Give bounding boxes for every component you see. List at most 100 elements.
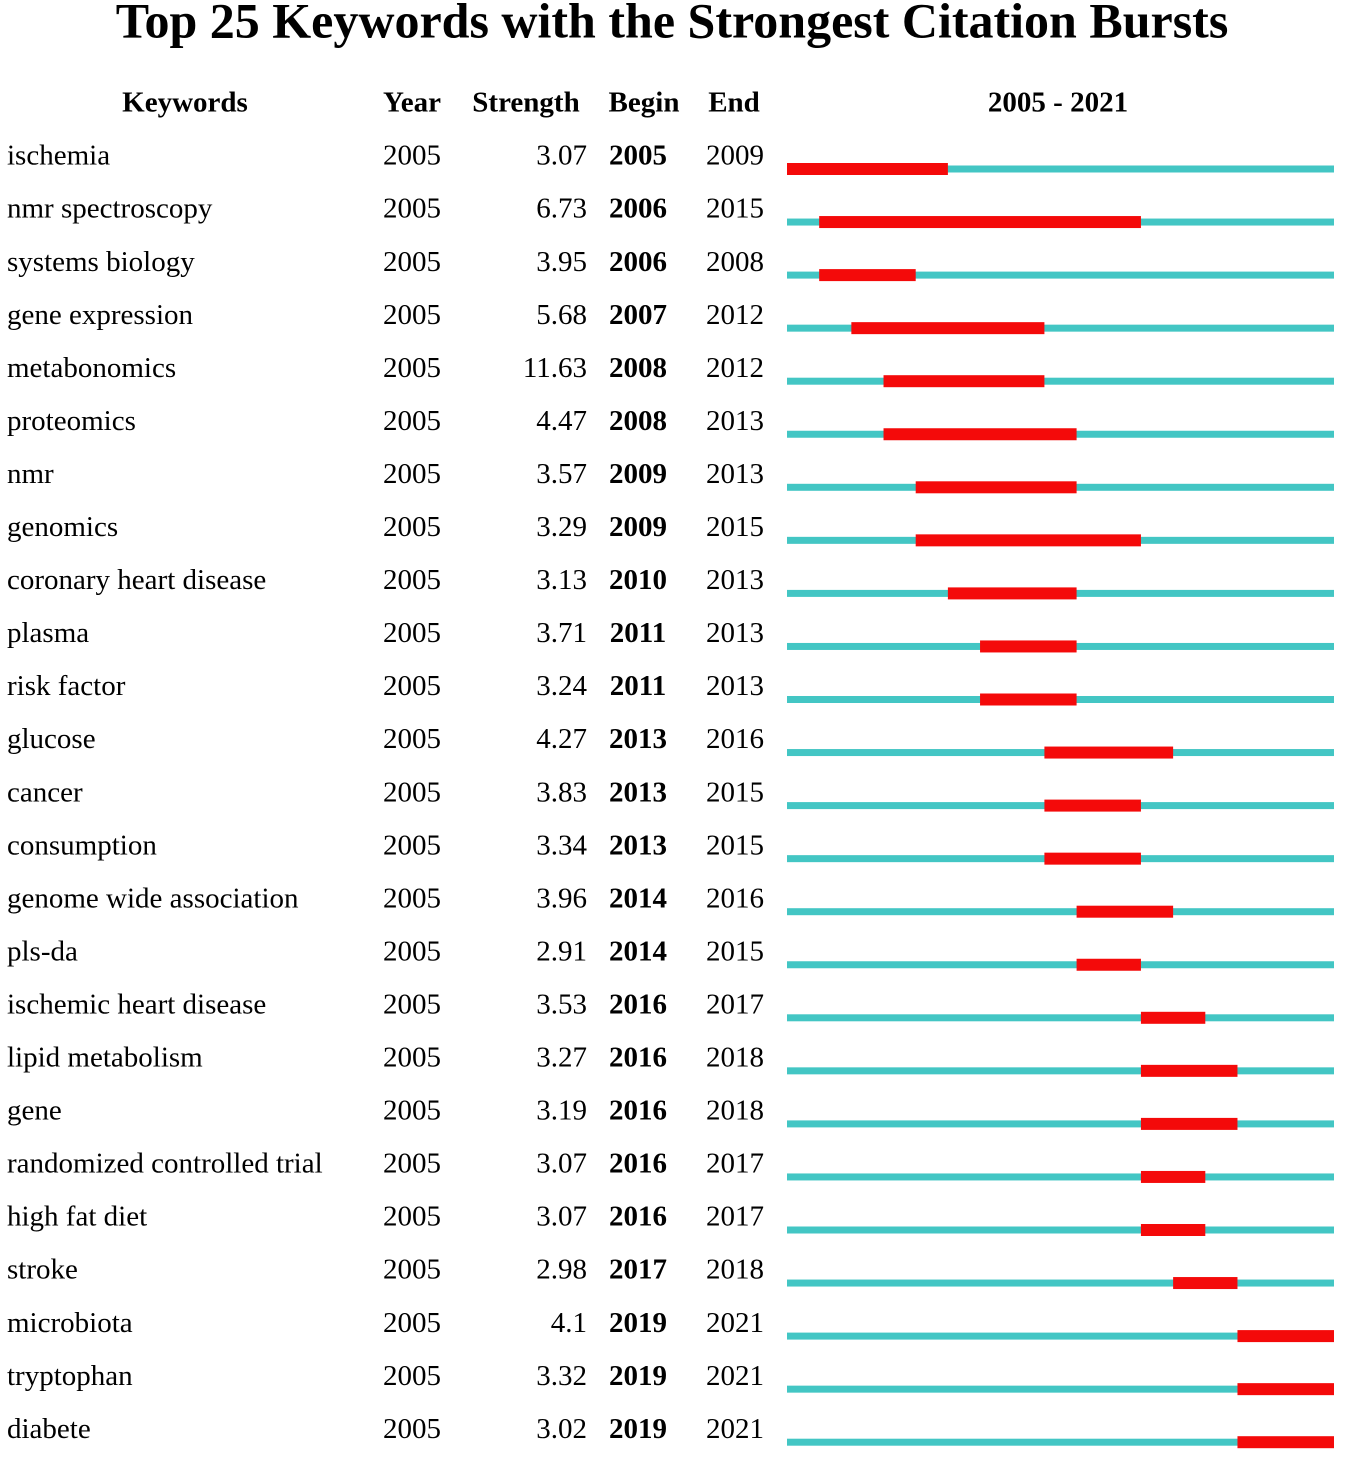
year: 2005 xyxy=(383,882,441,914)
keyword: gene expression xyxy=(7,299,194,331)
strength: 6.73 xyxy=(536,193,587,225)
year: 2005 xyxy=(383,935,441,967)
strength: 2.98 xyxy=(536,1254,587,1286)
end: 2013 xyxy=(706,564,764,596)
end: 2013 xyxy=(706,458,764,490)
begin: 2014 xyxy=(609,935,667,967)
begin: 2013 xyxy=(609,776,667,808)
header-year: Year xyxy=(383,87,441,119)
strength: 3.32 xyxy=(536,1360,587,1392)
begin: 2011 xyxy=(610,617,666,649)
strength: 3.57 xyxy=(536,458,587,490)
strength: 3.24 xyxy=(536,670,587,702)
end: 2016 xyxy=(706,723,764,755)
burst-bar xyxy=(947,587,1077,600)
begin: 2013 xyxy=(609,829,667,861)
keyword: tryptophan xyxy=(7,1360,133,1392)
year: 2005 xyxy=(383,405,441,437)
keyword: plasma xyxy=(7,617,89,649)
timeline xyxy=(787,1226,1334,1234)
year: 2005 xyxy=(383,1360,441,1392)
begin: 2016 xyxy=(609,1148,667,1180)
keyword: consumption xyxy=(7,829,157,861)
strength: 3.53 xyxy=(536,988,587,1020)
begin: 2006 xyxy=(609,193,667,225)
timeline xyxy=(787,1120,1334,1128)
begin: 2016 xyxy=(609,1042,667,1074)
keyword: cancer xyxy=(7,776,83,808)
timeline xyxy=(787,1067,1334,1075)
begin: 2007 xyxy=(609,299,667,331)
year: 2005 xyxy=(383,1148,441,1180)
strength: 3.34 xyxy=(536,829,587,861)
timeline xyxy=(787,908,1334,916)
burst-bar xyxy=(883,428,1077,441)
timeline xyxy=(787,1014,1334,1022)
header-keywords: Keywords xyxy=(122,87,248,119)
burst-bar xyxy=(1140,1170,1206,1183)
year: 2005 xyxy=(383,1042,441,1074)
strength: 3.13 xyxy=(536,564,587,596)
end: 2015 xyxy=(706,511,764,543)
year: 2005 xyxy=(383,246,441,278)
title: Top 25 Keywords with the Strongest Citat… xyxy=(116,0,1229,48)
strength: 4.1 xyxy=(551,1307,587,1339)
timeline xyxy=(787,324,1334,332)
header-range: 2005 - 2021 xyxy=(988,87,1128,119)
begin: 2011 xyxy=(610,670,666,702)
burst-bar xyxy=(915,481,1077,494)
keyword: ischemic heart disease xyxy=(7,988,266,1020)
begin: 2019 xyxy=(609,1413,667,1445)
begin: 2014 xyxy=(609,882,667,914)
end: 2013 xyxy=(706,670,764,702)
burst-bar xyxy=(1044,799,1141,812)
keyword: diabete xyxy=(7,1413,91,1445)
year: 2005 xyxy=(383,1254,441,1286)
keyword: gene xyxy=(7,1095,62,1127)
strength: 3.07 xyxy=(536,140,587,172)
end: 2021 xyxy=(706,1360,764,1392)
burst-bar xyxy=(1076,905,1174,918)
begin: 2009 xyxy=(609,511,667,543)
end: 2017 xyxy=(706,988,764,1020)
begin: 2016 xyxy=(609,988,667,1020)
timeline xyxy=(787,1332,1334,1340)
keyword: microbiota xyxy=(7,1307,133,1339)
end: 2018 xyxy=(706,1095,764,1127)
begin: 2005 xyxy=(609,140,667,172)
burst-bar xyxy=(980,640,1077,653)
begin: 2008 xyxy=(609,405,667,437)
begin: 2013 xyxy=(609,723,667,755)
end: 2013 xyxy=(706,617,764,649)
keyword: coronary heart disease xyxy=(7,564,266,596)
burst-bar xyxy=(1237,1330,1334,1343)
end: 2018 xyxy=(706,1254,764,1286)
keyword: risk factor xyxy=(7,670,126,702)
end: 2015 xyxy=(706,829,764,861)
year: 2005 xyxy=(383,458,441,490)
strength: 3.96 xyxy=(536,882,587,914)
year: 2005 xyxy=(383,776,441,808)
strength: 3.71 xyxy=(536,617,587,649)
strength: 3.07 xyxy=(536,1201,587,1233)
keyword: stroke xyxy=(7,1254,78,1286)
end: 2015 xyxy=(706,935,764,967)
year: 2005 xyxy=(383,1201,441,1233)
year: 2005 xyxy=(383,829,441,861)
timeline xyxy=(787,377,1334,385)
keyword: genome wide association xyxy=(7,882,299,914)
strength: 5.68 xyxy=(536,299,587,331)
year: 2005 xyxy=(383,140,441,172)
begin: 2008 xyxy=(609,352,667,384)
keyword: pls-da xyxy=(7,935,78,967)
begin: 2010 xyxy=(609,564,667,596)
timeline xyxy=(787,1279,1334,1287)
burst-bar xyxy=(980,693,1077,706)
burst-bar xyxy=(1237,1436,1334,1449)
year: 2005 xyxy=(383,1095,441,1127)
end: 2016 xyxy=(706,882,764,914)
end: 2017 xyxy=(706,1201,764,1233)
header-strength: Strength xyxy=(472,87,579,119)
timeline xyxy=(787,271,1334,279)
keyword: glucose xyxy=(7,723,96,755)
